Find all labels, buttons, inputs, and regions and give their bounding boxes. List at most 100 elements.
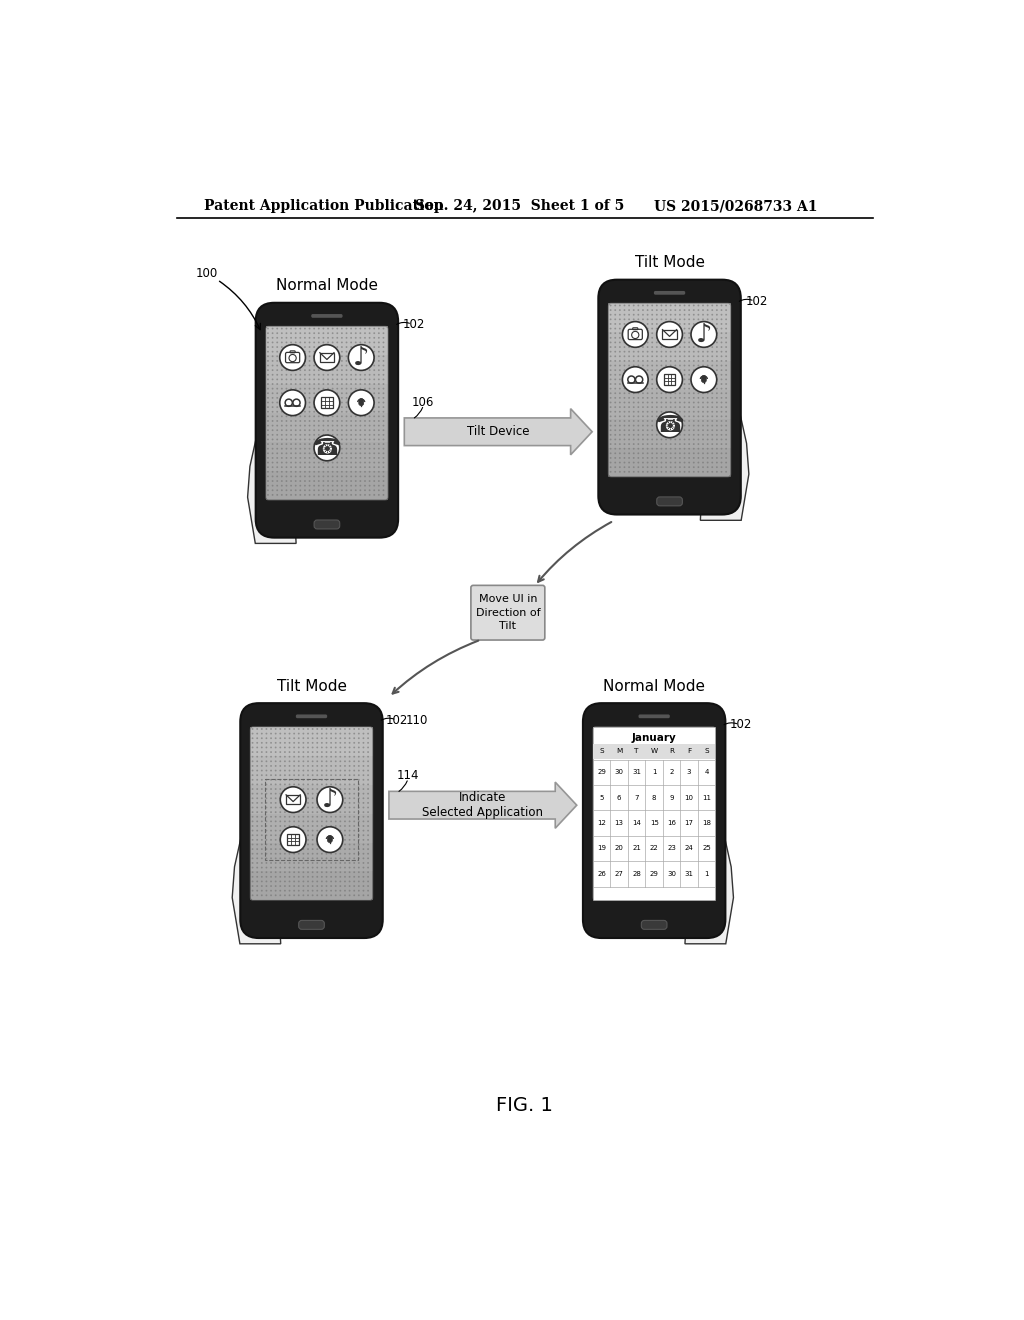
Circle shape (369, 438, 371, 441)
Circle shape (609, 337, 611, 339)
Circle shape (316, 880, 318, 882)
Circle shape (696, 807, 697, 808)
Circle shape (617, 816, 620, 817)
Circle shape (261, 738, 263, 739)
Circle shape (270, 770, 272, 771)
Circle shape (348, 830, 350, 832)
Circle shape (316, 853, 318, 854)
Circle shape (326, 843, 328, 845)
Circle shape (304, 383, 306, 385)
Circle shape (688, 318, 690, 321)
Circle shape (696, 803, 697, 804)
Circle shape (691, 867, 693, 869)
Circle shape (654, 867, 656, 869)
Circle shape (374, 420, 375, 422)
Circle shape (682, 816, 684, 817)
Circle shape (712, 407, 713, 408)
Circle shape (599, 729, 601, 730)
Circle shape (684, 401, 685, 404)
Circle shape (355, 333, 356, 334)
Circle shape (679, 397, 681, 399)
Circle shape (721, 337, 722, 339)
Circle shape (636, 738, 638, 739)
Circle shape (344, 779, 346, 780)
Circle shape (274, 779, 276, 780)
Circle shape (345, 388, 347, 389)
Circle shape (348, 849, 350, 850)
Circle shape (326, 853, 328, 854)
Circle shape (687, 770, 688, 771)
Circle shape (369, 444, 371, 445)
Circle shape (368, 843, 369, 845)
Circle shape (365, 425, 366, 426)
Circle shape (651, 364, 653, 367)
Circle shape (673, 830, 675, 832)
Circle shape (308, 429, 310, 432)
Circle shape (369, 475, 371, 478)
Circle shape (359, 475, 361, 478)
Circle shape (323, 407, 325, 408)
Circle shape (358, 867, 359, 869)
Circle shape (308, 434, 310, 436)
Circle shape (317, 471, 319, 473)
Circle shape (369, 374, 371, 376)
Circle shape (660, 471, 663, 473)
Circle shape (265, 821, 267, 822)
Circle shape (267, 379, 269, 380)
Circle shape (627, 751, 629, 752)
Circle shape (317, 342, 319, 343)
Circle shape (721, 355, 722, 358)
Circle shape (267, 374, 269, 376)
Circle shape (332, 494, 334, 496)
Circle shape (368, 738, 369, 739)
Circle shape (670, 309, 672, 312)
Circle shape (660, 374, 663, 376)
Circle shape (693, 323, 694, 325)
Circle shape (687, 840, 688, 841)
Circle shape (330, 834, 332, 836)
Circle shape (317, 416, 319, 417)
Circle shape (640, 871, 642, 873)
Circle shape (326, 890, 328, 891)
Circle shape (341, 416, 343, 417)
Text: 24: 24 (685, 846, 693, 851)
Circle shape (290, 416, 292, 417)
Circle shape (374, 397, 375, 399)
Circle shape (350, 480, 352, 482)
Circle shape (710, 890, 712, 891)
Circle shape (271, 355, 273, 358)
Circle shape (359, 397, 361, 399)
Circle shape (628, 388, 630, 389)
Circle shape (608, 760, 610, 762)
Circle shape (286, 370, 288, 371)
Circle shape (669, 876, 670, 878)
Circle shape (636, 742, 638, 743)
Circle shape (688, 416, 690, 417)
Text: Tilt Mode: Tilt Mode (635, 255, 705, 271)
Circle shape (682, 747, 684, 748)
Circle shape (691, 803, 693, 804)
Circle shape (636, 803, 638, 804)
Circle shape (299, 327, 301, 330)
Circle shape (276, 333, 279, 334)
Circle shape (355, 462, 356, 463)
Circle shape (316, 793, 318, 795)
Circle shape (617, 733, 620, 734)
Circle shape (280, 793, 282, 795)
Circle shape (332, 484, 334, 487)
Circle shape (614, 309, 616, 312)
Circle shape (642, 337, 644, 339)
Circle shape (684, 411, 685, 413)
Circle shape (299, 475, 301, 478)
Circle shape (316, 807, 318, 808)
Circle shape (289, 871, 291, 873)
Circle shape (286, 374, 288, 376)
Circle shape (293, 775, 295, 776)
Circle shape (599, 784, 601, 785)
Circle shape (304, 420, 306, 422)
Circle shape (673, 775, 675, 776)
Circle shape (594, 760, 596, 762)
Circle shape (289, 803, 291, 804)
Circle shape (299, 425, 301, 426)
Circle shape (675, 411, 676, 413)
